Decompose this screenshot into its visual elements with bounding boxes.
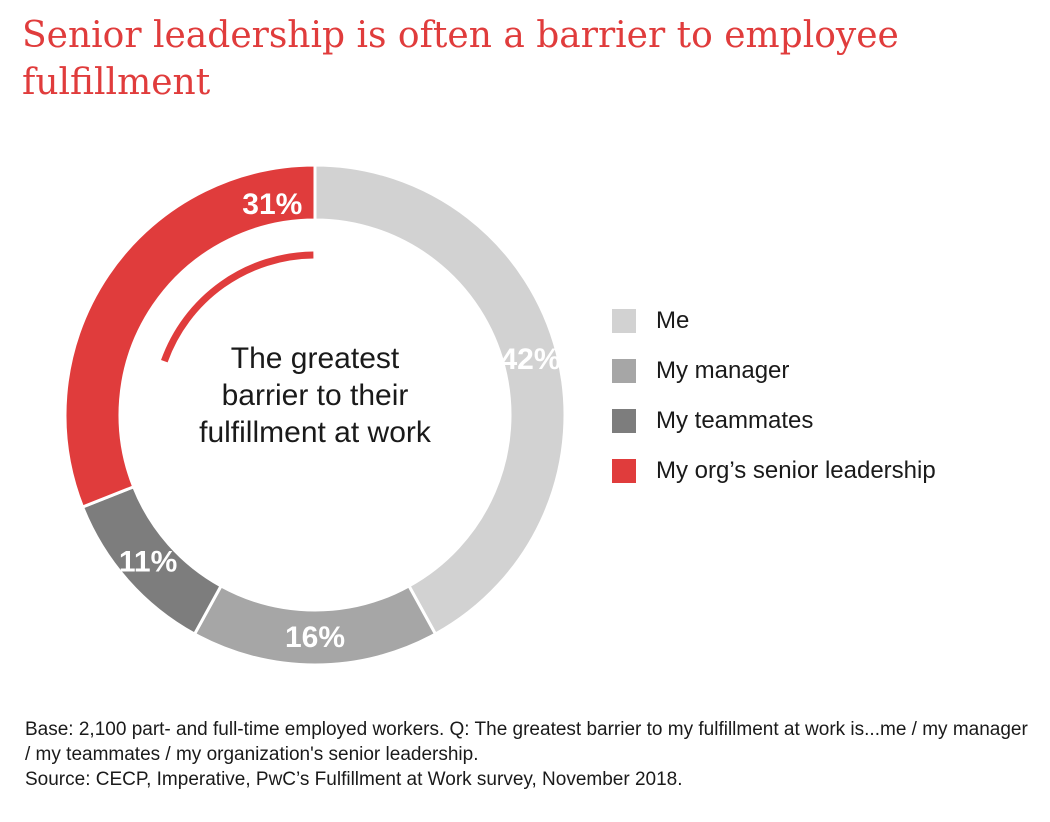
footnote-source: Source: CECP, Imperative, PwC’s Fulfillm… — [25, 769, 683, 790]
legend-swatch — [612, 459, 636, 483]
slice-label-me: 42% — [500, 343, 560, 376]
legend-item-my-manager: My manager — [612, 346, 936, 396]
slice-label-my-manager: 16% — [285, 621, 345, 654]
chart-title: Senior leadership is often a barrier to … — [22, 15, 899, 103]
legend-swatch — [612, 309, 636, 333]
legend-label: My org’s senior leadership — [656, 457, 936, 484]
chart-legend: Me My manager My teammates My org’s senior … — [612, 296, 936, 496]
legend-swatch — [612, 359, 636, 383]
slice-labels: 42% 16% 11% 31% — [119, 188, 561, 654]
legend-item-me: Me — [612, 296, 936, 346]
footnote-base: Base: 2,100 part- and full-time employed… — [25, 719, 1028, 765]
legend-label: My teammates — [656, 407, 814, 434]
legend-label: My manager — [656, 357, 790, 384]
legend-swatch — [612, 409, 636, 433]
legend-item-my-org-s-senior-leadership: My org’s senior leadership — [612, 446, 936, 496]
slice-my-org-s-senior-leadership — [63, 163, 317, 509]
footnote: Base: 2,100 part- and full-time employed… — [25, 717, 1035, 792]
slice-label-my-org-s-senior-leadership: 31% — [242, 188, 302, 221]
leadership-accent-arc — [161, 251, 314, 363]
donut-center-label: The greatest barrier to their fulfillmen… — [199, 342, 431, 449]
slice-label-my-teammates: 11% — [119, 546, 177, 579]
legend-item-my-teammates: My teammates — [612, 396, 936, 446]
legend-label: Me — [656, 307, 690, 334]
donut-slices — [63, 163, 567, 667]
slice-me — [313, 163, 567, 637]
